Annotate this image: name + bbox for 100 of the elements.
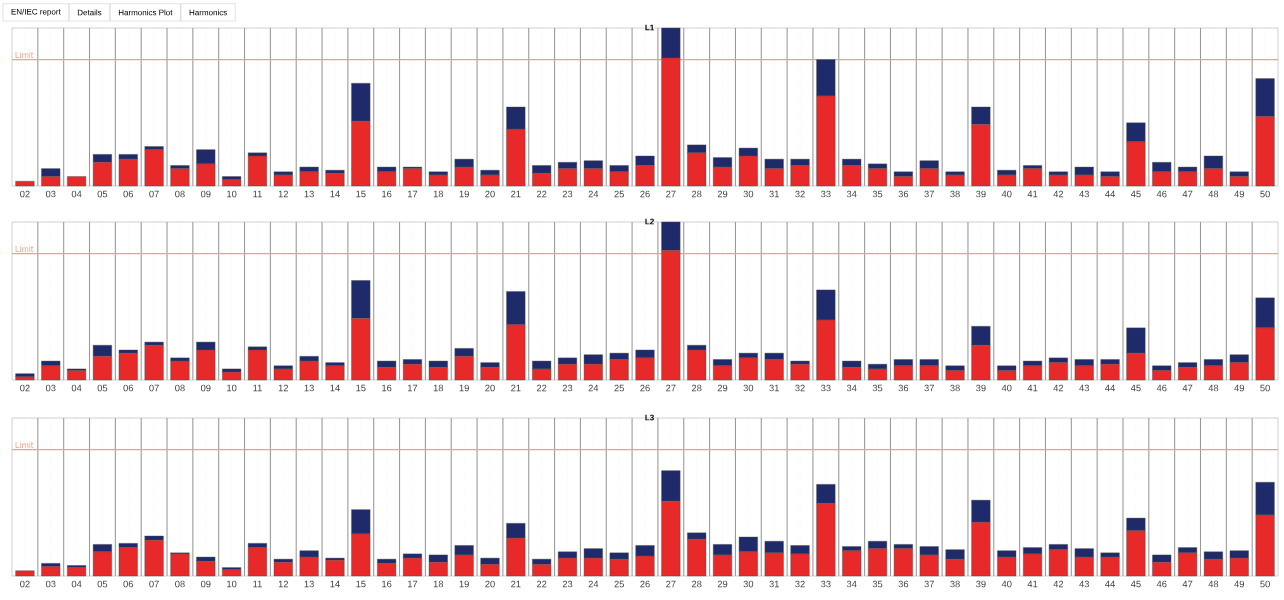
x-tick-label: 07 [149,190,159,198]
x-tick-label: 15 [356,384,366,392]
x-tick-label: 29 [717,580,728,588]
x-tick-label: 31 [769,190,779,198]
x-tick-label: 27 [666,190,676,198]
x-tick-label: 16 [382,190,392,198]
x-tick-label: 34 [846,384,857,392]
x-tick-label: 23 [562,190,573,198]
x-tick-label: 38 [950,190,960,198]
x-tick-label: 17 [407,190,418,198]
x-tick-label: 22 [536,384,547,392]
x-tick-label: 05 [97,190,108,198]
x-tick-label: 42 [1053,190,1064,198]
x-tick-label: 39 [976,384,986,392]
x-tick-label: 21 [511,384,521,392]
x-tick-label: 48 [1208,190,1219,198]
x-tick-label: 06 [123,384,134,392]
x-tick-label: 36 [898,190,909,198]
text: Details [77,9,102,16]
text: Harmonics [189,9,227,16]
x-tick-label: 33 [821,190,831,198]
chart-title: L2 [645,218,654,225]
x-tick-label: 12 [278,190,289,198]
x-tick-label: 46 [1156,580,1167,588]
x-tick-label: 46 [1156,384,1167,392]
x-tick-label: 33 [821,580,831,588]
x-tick-label: 05 [97,580,108,588]
x-tick-label: 27 [666,384,676,392]
x-tick-label: 32 [795,190,805,198]
x-tick-label: 50 [1260,580,1270,588]
x-tick-label: 20 [485,190,495,198]
x-tick-label: 43 [1079,384,1089,392]
x-tick-label: 23 [562,580,573,588]
x-tick-label: 34 [846,190,857,198]
ref-line-label: Limit [15,245,34,252]
x-tick-label: 47 [1182,384,1193,392]
x-tick-label: 21 [511,190,521,198]
x-tick-label: 32 [795,580,805,588]
x-tick-label: 38 [950,384,960,392]
x-tick-label: 50 [1260,384,1270,392]
x-tick-label: 40 [1001,384,1012,392]
x-tick-label: 41 [1027,580,1038,588]
x-tick-label: 23 [562,384,573,392]
x-tick-label: 04 [71,190,82,198]
x-tick-label: 37 [924,190,934,198]
x-tick-label: 13 [304,384,314,392]
ref-line-label: Limit [15,51,34,58]
x-tick-label: 11 [253,384,262,392]
x-tick-label: 35 [872,384,883,392]
ref-line-label: Limit [15,441,34,448]
x-tick-label: 28 [691,580,702,588]
x-tick-label: 24 [588,190,599,198]
x-tick-label: 29 [717,384,728,392]
x-tick-label: 47 [1182,580,1193,588]
x-tick-label: 32 [795,384,805,392]
x-tick-label: 11 [253,190,262,198]
x-tick-label: 18 [433,384,444,392]
x-tick-label: 39 [976,580,986,588]
x-tick-label: 15 [356,190,366,198]
x-tick-label: 35 [872,580,883,588]
x-tick-label: 36 [898,384,909,392]
x-tick-label: 48 [1208,580,1219,588]
text: EN/IEC report [11,8,61,17]
x-tick-label: 10 [227,190,237,198]
x-tick-label: 43 [1079,580,1089,588]
x-tick-label: 50 [1260,190,1270,198]
x-tick-label: 44 [1105,580,1115,588]
x-tick-label: 26 [640,190,650,198]
x-tick-label: 20 [485,580,495,588]
x-tick-label: 09 [200,580,211,588]
x-tick-label: 31 [769,580,779,588]
x-tick-label: 19 [459,190,469,198]
x-tick-label: 24 [588,580,599,588]
x-tick-label: 35 [872,190,883,198]
x-tick-label: 49 [1234,190,1244,198]
x-tick-label: 09 [200,190,211,198]
x-tick-label: 11 [253,580,262,588]
x-tick-label: 21 [511,580,521,588]
x-tick-label: 37 [924,384,934,392]
x-tick-label: 22 [536,580,547,588]
x-tick-label: 08 [175,190,185,198]
text: Harmonics Plot [118,9,173,16]
x-tick-label: 40 [1001,580,1012,588]
x-tick-label: 08 [175,580,185,588]
x-tick-label: 45 [1130,384,1141,392]
x-tick-label: 03 [45,580,56,588]
x-tick-label: 28 [691,384,702,392]
x-tick-label: 17 [407,384,418,392]
x-tick-label: 19 [459,580,469,588]
x-tick-label: 09 [200,384,211,392]
x-tick-label: 20 [485,384,495,392]
x-tick-label: 25 [614,580,624,588]
x-tick-label: 13 [304,190,314,198]
x-tick-label: 44 [1105,384,1115,392]
x-tick-label: 31 [769,384,779,392]
x-tick-label: 38 [950,580,960,588]
x-tick-label: 26 [640,384,650,392]
x-tick-label: 13 [304,580,314,588]
x-tick-label: 16 [382,580,392,588]
x-tick-label: 18 [433,580,444,588]
